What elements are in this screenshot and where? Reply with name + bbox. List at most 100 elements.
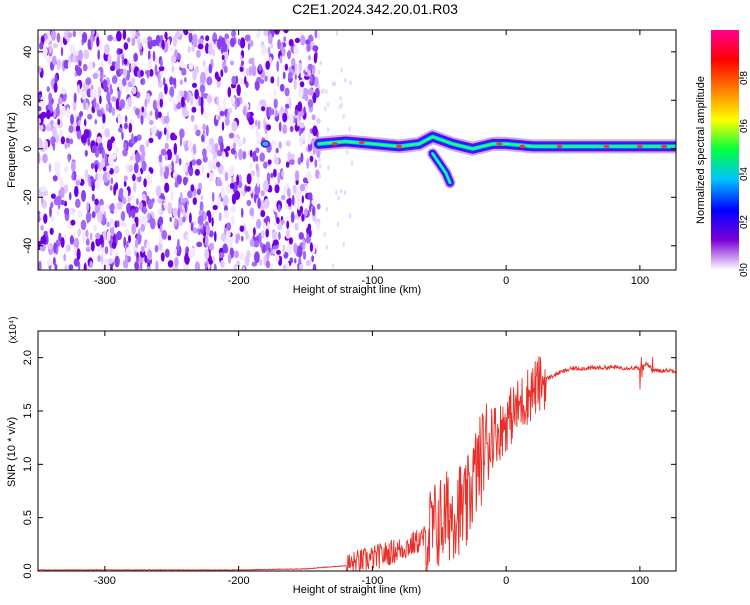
heatmap-cell: [87, 137, 91, 147]
heatmap-cell: [147, 58, 153, 69]
heatmap-cell: [164, 248, 170, 258]
heatmap-cell: [50, 193, 56, 199]
heatmap-cell: [118, 187, 124, 200]
heatmap-cell: [97, 254, 101, 263]
heatmap-cell: [246, 199, 252, 207]
heatmap-cell: [192, 33, 198, 46]
heatmap-cell: [131, 86, 137, 95]
heatmap-cell: [83, 49, 90, 60]
heatmap-cell: [286, 220, 290, 229]
heatmap-cell: [94, 119, 98, 125]
heatmap-cell: [229, 60, 235, 66]
x-tick-label: -200: [228, 275, 250, 287]
heatmap-cell: [146, 175, 153, 185]
heatmap-cell: [636, 144, 643, 148]
colorbar-strip: [711, 30, 739, 270]
heatmap-cell: [246, 173, 252, 185]
heatmap-cell: [325, 244, 329, 250]
heatmap-cell: [52, 126, 57, 138]
heatmap-cell: [38, 124, 44, 131]
heatmap-cell: [106, 139, 113, 152]
heatmap-cell: [117, 127, 123, 133]
heatmap-cell: [661, 144, 667, 148]
heatmap-cell: [166, 129, 170, 142]
heatmap-cell: [196, 241, 203, 248]
heatmap-cell: [208, 172, 215, 183]
heatmap-cell: [41, 234, 47, 247]
heatmap-cell: [280, 48, 286, 57]
heatmap-cell: [109, 168, 114, 175]
heatmap-cell: [248, 116, 254, 125]
heatmap-cell: [319, 163, 322, 169]
heatmap-cell: [277, 172, 281, 185]
heatmap-cell: [200, 194, 204, 201]
heatmap-cell: [265, 260, 270, 269]
heatmap-cell: [285, 140, 291, 147]
heatmap-cell: [94, 198, 99, 206]
heatmap-cell: [276, 75, 280, 88]
heatmap-cell: [312, 125, 318, 137]
heatmap-cell: [151, 198, 155, 204]
heatmap-cell: [172, 207, 178, 218]
heatmap-ridge: [317, 135, 676, 150]
heatmap-cell: [106, 221, 111, 227]
heatmap-cell: [220, 233, 226, 242]
heatmap-cell: [99, 95, 102, 105]
y-tick-label: 0.0: [22, 563, 34, 578]
heatmap-cell: [118, 79, 123, 92]
heatmap-cell: [53, 242, 57, 254]
heatmap-cell: [52, 43, 58, 49]
heatmap-cell: [326, 127, 330, 132]
heatmap-cell: [261, 106, 266, 112]
heatmap-cell: [82, 63, 88, 72]
colorbar-tick-label: 0.0: [739, 263, 750, 277]
heatmap-cell: [286, 243, 293, 256]
heatmap-cell: [97, 86, 102, 99]
heatmap-cell: [107, 102, 113, 114]
heatmap-cell: [294, 37, 301, 44]
heatmap-cell: [247, 101, 251, 111]
heatmap-cell: [260, 140, 271, 148]
heatmap-cell: [196, 188, 201, 196]
heatmap-cell: [603, 144, 610, 148]
heatmap-cell: [258, 30, 261, 37]
heatmap-cell: [123, 42, 129, 50]
heatmap-cell: [121, 54, 125, 66]
heatmap-cell: [147, 50, 151, 61]
heatmap-cell: [72, 100, 77, 112]
heatmap-cell: [307, 99, 314, 108]
heatmap-cell: [83, 262, 87, 270]
snr-scale-label: (x10⁴): [8, 316, 19, 343]
heatmap-cell: [91, 30, 95, 36]
heatmap-cell: [109, 217, 114, 228]
heatmap-cell: [106, 91, 111, 103]
heatmap-cell: [56, 195, 62, 205]
heatmap-cell: [556, 144, 563, 148]
heatmap-cell: [279, 256, 282, 263]
heatmap-cell: [281, 170, 285, 178]
heatmap-cell: [77, 120, 81, 126]
heatmap-cell: [60, 46, 64, 57]
heatmap-cell: [97, 49, 100, 61]
heatmap-cell: [247, 42, 251, 51]
heatmap-cell: [260, 210, 266, 218]
heatmap-cell: [114, 220, 118, 228]
heatmap-cell: [225, 145, 231, 152]
heatmap-cell: [160, 148, 167, 156]
heatmap-cell: [156, 98, 160, 110]
heatmap-cell: [139, 214, 145, 226]
heatmap-cell: [305, 259, 312, 267]
heatmap-cell: [314, 30, 318, 39]
snr-y-ticks: 0.0 0.5 1.0 1.5 2.0: [22, 350, 676, 579]
heatmap-cell: [292, 184, 297, 194]
heatmap-cell: [204, 248, 210, 260]
heatmap-cell: [141, 160, 147, 172]
heatmap-cell: [104, 262, 110, 270]
heatmap-cell: [304, 95, 309, 102]
heatmap-cell: [43, 213, 48, 224]
heatmap-cell: [93, 224, 97, 232]
heatmap-cell: [202, 155, 208, 163]
heatmap-cell: [287, 50, 291, 60]
heatmap-cell: [116, 201, 123, 211]
heatmap-cell: [91, 193, 95, 202]
